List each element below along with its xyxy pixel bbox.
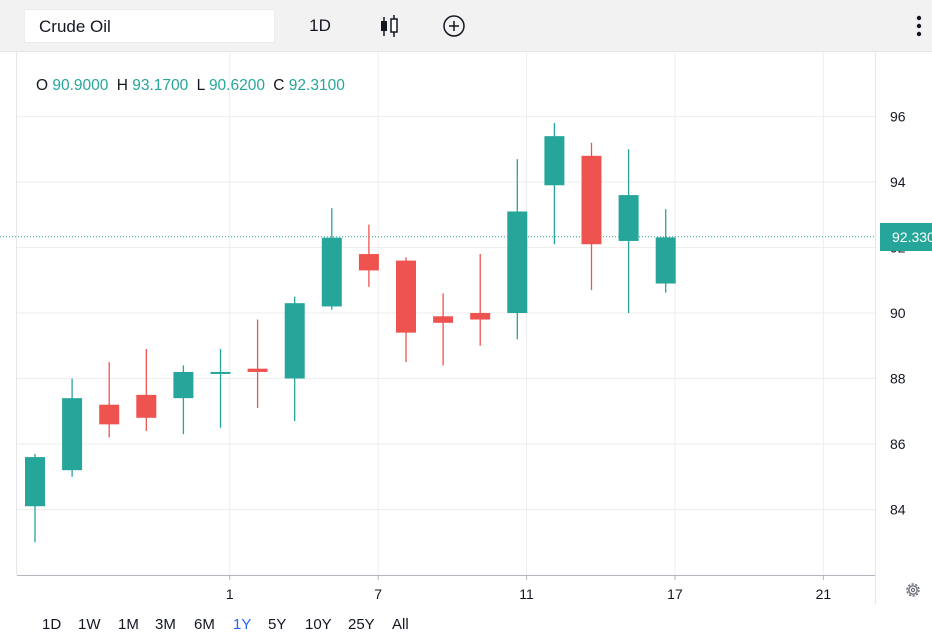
- compare-add-icon[interactable]: [440, 12, 468, 40]
- candle-body: [99, 404, 120, 425]
- close-value: 92.3100: [288, 77, 345, 94]
- range-button-10y[interactable]: 10Y: [305, 616, 332, 633]
- candle-body: [507, 211, 528, 313]
- settings-gear-icon[interactable]: [903, 580, 923, 600]
- range-button-1y[interactable]: 1Y: [233, 616, 252, 633]
- candlestick-chart-type-icon[interactable]: [376, 12, 404, 40]
- range-button-25y[interactable]: 25Y: [348, 616, 375, 633]
- y-tick-label: 96: [890, 109, 906, 125]
- candle-body: [210, 371, 231, 374]
- open-label: O: [36, 77, 49, 94]
- candle-body: [396, 260, 416, 333]
- candle-body: [136, 394, 157, 418]
- interval-button[interactable]: 1D: [309, 16, 331, 35]
- range-button-6m[interactable]: 6M: [194, 616, 215, 633]
- last-price-label: 92.330: [880, 223, 932, 251]
- open-value: 90.9000: [52, 77, 109, 94]
- low-label: L: [196, 77, 205, 94]
- x-tick-label: 17: [667, 586, 683, 602]
- more-vertical-icon[interactable]: [908, 12, 930, 40]
- candle-body: [173, 371, 194, 399]
- range-button-1d[interactable]: 1D: [42, 616, 62, 633]
- candle-body: [470, 313, 491, 320]
- high-value: 93.1700: [132, 77, 189, 94]
- range-button-3m[interactable]: 3M: [155, 616, 176, 633]
- date-range-selector: 1D 1W 1M 3M 6M 1Y 5Y 10Y 25Y All: [0, 606, 932, 641]
- y-tick-label: 88: [890, 371, 906, 387]
- candle-body: [433, 316, 454, 323]
- candle-body: [25, 457, 45, 507]
- y-tick-label: 94: [890, 174, 906, 190]
- y-tick-label: 86: [890, 436, 906, 452]
- range-button-1m[interactable]: 1M: [118, 616, 139, 633]
- candlestick-chart[interactable]: 8486889092949617111721: [0, 52, 932, 606]
- close-label: C: [273, 77, 285, 94]
- candle-body: [321, 237, 342, 307]
- candle-body: [358, 254, 379, 271]
- x-tick-label: 11: [519, 586, 534, 602]
- range-button-1w[interactable]: 1W: [78, 616, 101, 633]
- y-tick-label: 84: [890, 502, 906, 518]
- candle-body: [284, 303, 305, 379]
- range-button-all[interactable]: All: [392, 616, 409, 633]
- candle-body: [655, 237, 676, 284]
- candle-body: [544, 136, 565, 186]
- symbol-search-input[interactable]: Crude Oil: [24, 9, 275, 43]
- candle-body: [581, 155, 602, 245]
- chart-toolbar: Crude Oil 1D: [0, 0, 932, 52]
- high-label: H: [116, 77, 128, 94]
- range-button-5y[interactable]: 5Y: [268, 616, 287, 633]
- y-tick-label: 90: [890, 305, 906, 321]
- candle-body: [62, 398, 83, 471]
- ohlc-legend: O 90.9000 H 93.1700 L 90.6200 C 92.3100: [36, 77, 349, 95]
- candle-body: [247, 368, 268, 372]
- x-tick-label: 7: [374, 586, 382, 602]
- x-tick-label: 21: [816, 586, 832, 602]
- candle-body: [618, 195, 639, 241]
- x-tick-label: 1: [226, 586, 234, 602]
- low-value: 90.6200: [208, 77, 265, 94]
